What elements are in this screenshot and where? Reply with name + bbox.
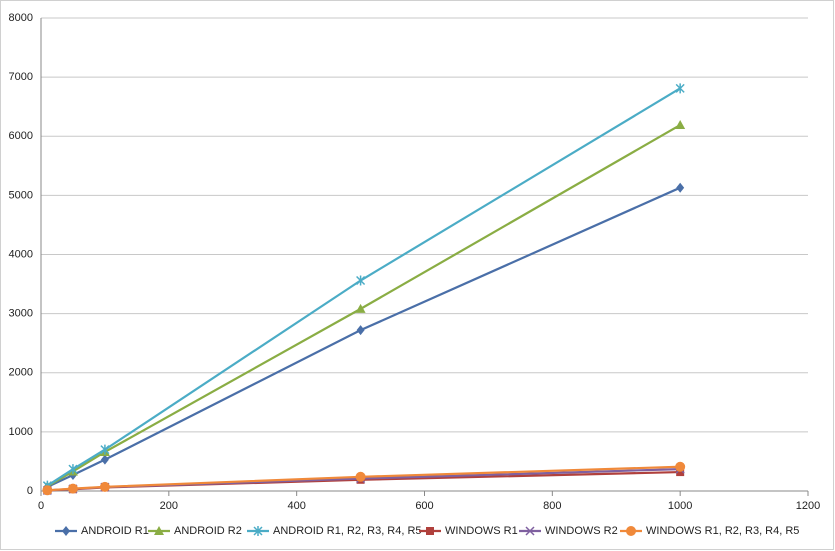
- marker: [676, 468, 685, 477]
- x-tick-label: 600: [415, 500, 433, 512]
- legend-label: ANDROID R2: [174, 525, 242, 537]
- x-tick-label: 800: [543, 500, 561, 512]
- x-tick-label: 1200: [796, 500, 820, 512]
- marker: [675, 83, 685, 94]
- marker: [676, 182, 685, 193]
- marker: [675, 461, 686, 472]
- y-tick-label: 5000: [9, 189, 33, 201]
- marker: [355, 303, 366, 313]
- legend-label: ANDROID R1: [81, 525, 149, 537]
- x-tick-label: 400: [287, 500, 305, 512]
- marker: [626, 526, 636, 536]
- marker: [355, 471, 366, 482]
- y-tick-label: 6000: [9, 130, 33, 142]
- y-tick-label: 8000: [9, 12, 33, 24]
- x-tick-label: 1000: [668, 500, 692, 512]
- marker: [525, 526, 535, 536]
- legend-label: WINDOWS R2: [545, 525, 618, 537]
- y-tick-label: 4000: [9, 248, 33, 260]
- x-tick-label: 0: [38, 500, 44, 512]
- marker: [426, 527, 434, 535]
- y-tick-label: 3000: [9, 308, 33, 320]
- marker: [154, 526, 164, 535]
- y-tick-label: 0: [27, 485, 33, 497]
- marker: [99, 481, 110, 492]
- marker: [356, 275, 366, 286]
- marker: [356, 325, 365, 336]
- marker: [100, 444, 110, 455]
- marker: [100, 454, 109, 465]
- legend-label: WINDOWS R1: [445, 525, 518, 537]
- legend-label: WINDOWS R1, R2, R3, R4, R5: [646, 525, 799, 537]
- legend-label: ANDROID R1, R2, R3, R4, R5: [273, 525, 422, 537]
- marker: [675, 120, 686, 130]
- y-tick-label: 2000: [9, 367, 33, 379]
- marker: [62, 526, 70, 536]
- marker: [42, 485, 53, 496]
- y-tick-label: 7000: [9, 71, 33, 83]
- x-tick-label: 200: [160, 500, 178, 512]
- marker: [67, 483, 78, 494]
- marker: [253, 526, 263, 536]
- marker: [68, 464, 78, 475]
- y-tick-label: 1000: [9, 426, 33, 438]
